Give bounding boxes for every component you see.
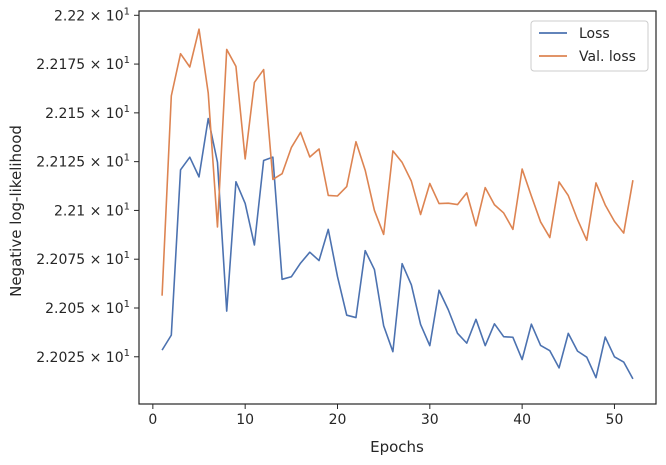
y-tick-label: 2.21 × 101: [54, 201, 130, 219]
x-tick-label: 20: [329, 412, 347, 428]
plot-frame: [138, 10, 657, 405]
y-tick-label-base: 2.22 × 10: [54, 8, 124, 24]
y-tick-label-base: 2.2175 × 10: [36, 57, 123, 73]
y-tick-label: 2.215 × 101: [45, 104, 130, 122]
y-tick-label-base: 2.2125 × 10: [36, 155, 123, 171]
y-tick-label-exponent: 1: [124, 55, 130, 66]
y-tick-label-base: 2.2075 × 10: [36, 252, 123, 268]
x-tick-label: 50: [606, 412, 624, 428]
y-axis-label: Negative log-likelihood: [7, 125, 25, 297]
y-tick-label-exponent: 1: [124, 6, 130, 17]
x-tick-label: 30: [421, 412, 439, 428]
series-line-loss: [161, 117, 634, 380]
legend-label-loss: Loss: [579, 26, 610, 42]
y-tick-label-base: 2.215 × 10: [45, 106, 124, 122]
legend: Loss Val. loss: [530, 20, 649, 72]
y-tick-label-exponent: 1: [124, 250, 130, 261]
x-tick-label: 0: [148, 412, 157, 428]
y-tick-label-exponent: 1: [124, 299, 130, 310]
y-tick-label: 2.2175 × 101: [36, 55, 130, 73]
y-tick-label-base: 2.21 × 10: [54, 203, 124, 219]
y-tick-label-exponent: 1: [124, 153, 130, 164]
y-tick-label-exponent: 1: [124, 104, 130, 115]
y-tick-label: 2.205 × 101: [45, 299, 130, 317]
series-line-val-loss: [161, 28, 634, 296]
series-layer: [161, 28, 634, 380]
legend-label-val-loss: Val. loss: [579, 49, 636, 65]
y-tick-label: 2.2125 × 101: [36, 153, 130, 171]
y-tick-label-exponent: 1: [124, 348, 130, 359]
x-tick-label: 10: [236, 412, 254, 428]
y-tick-label-base: 2.2025 × 10: [36, 350, 123, 366]
x-tick-label: 40: [513, 412, 531, 428]
x-axis-label: Epochs: [370, 438, 424, 456]
y-tick-label: 2.22 × 101: [54, 6, 130, 24]
y-tick-label: 2.2025 × 101: [36, 348, 130, 366]
y-tick-label: 2.2075 × 101: [36, 250, 130, 268]
y-tick-label-exponent: 1: [124, 201, 130, 212]
y-tick-label-base: 2.205 × 10: [45, 301, 124, 317]
